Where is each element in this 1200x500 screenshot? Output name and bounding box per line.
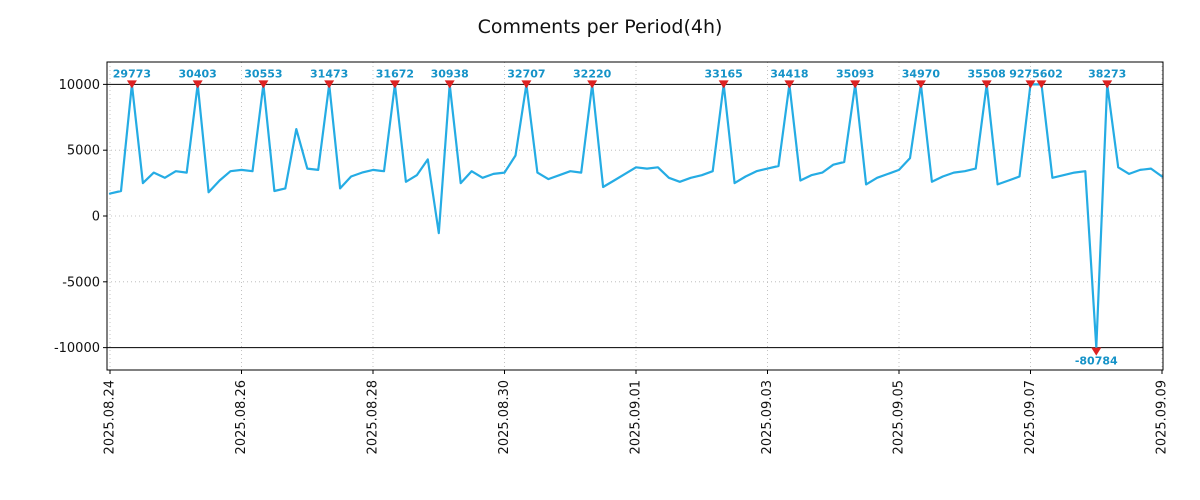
peak-marker <box>192 80 203 89</box>
x-tick-label: 2025.09.01 <box>629 380 644 454</box>
peak-label: 38273 <box>1088 67 1126 80</box>
x-tick-label: 2025.09.03 <box>760 380 775 454</box>
plot-border <box>106 61 1164 371</box>
peak-label: 9275602 <box>1009 67 1063 80</box>
x-tick-label: 2025.08.30 <box>497 380 512 454</box>
peak-label: 35508 <box>968 67 1006 80</box>
min-marker <box>1091 347 1102 356</box>
peak-marker <box>587 80 598 89</box>
peak-marker <box>521 80 532 89</box>
peak-label: 32707 <box>507 67 545 80</box>
peak-marker <box>1036 80 1047 89</box>
peak-marker <box>389 80 400 89</box>
peak-label: 29773 <box>113 67 151 80</box>
x-tick-label: 2025.08.24 <box>103 380 118 454</box>
peak-marker <box>1025 80 1036 89</box>
peak-marker <box>444 80 455 89</box>
peak-label: 30403 <box>179 67 217 80</box>
y-tick-label: 5000 <box>67 144 100 159</box>
peak-marker <box>126 80 137 89</box>
x-tick-label: 2025.09.09 <box>1155 380 1170 454</box>
x-tick-label: 2025.08.26 <box>234 380 249 454</box>
peak-label: 35093 <box>836 67 874 80</box>
peak-marker <box>915 80 926 89</box>
chart-title: Comments per Period(4h) <box>477 16 723 38</box>
y-tick-label: -10000 <box>54 341 100 356</box>
peak-marker <box>850 80 861 89</box>
x-tick-label: 2025.09.05 <box>892 380 907 454</box>
y-tick-label: 0 <box>92 210 100 225</box>
peak-marker <box>258 80 269 89</box>
y-tick-label: 10000 <box>59 78 100 93</box>
peak-marker <box>718 80 729 89</box>
peak-label: 32220 <box>573 67 612 80</box>
peak-marker <box>981 80 992 89</box>
peak-label: 33165 <box>705 67 743 80</box>
peak-label: 34970 <box>902 67 941 80</box>
peak-label: 30938 <box>431 67 469 80</box>
peak-marker <box>1102 80 1113 89</box>
min-label: -80784 <box>1075 355 1118 368</box>
peak-marker <box>324 80 335 89</box>
peak-label: 34418 <box>770 67 808 80</box>
y-tick-label: -5000 <box>62 275 100 290</box>
peak-label: 30553 <box>244 67 282 80</box>
peak-label: 31473 <box>310 67 348 80</box>
peak-marker <box>784 80 795 89</box>
x-tick-label: 2025.08.28 <box>366 380 381 454</box>
x-tick-label: 2025.09.07 <box>1023 380 1038 454</box>
peak-label: 31672 <box>376 67 414 80</box>
